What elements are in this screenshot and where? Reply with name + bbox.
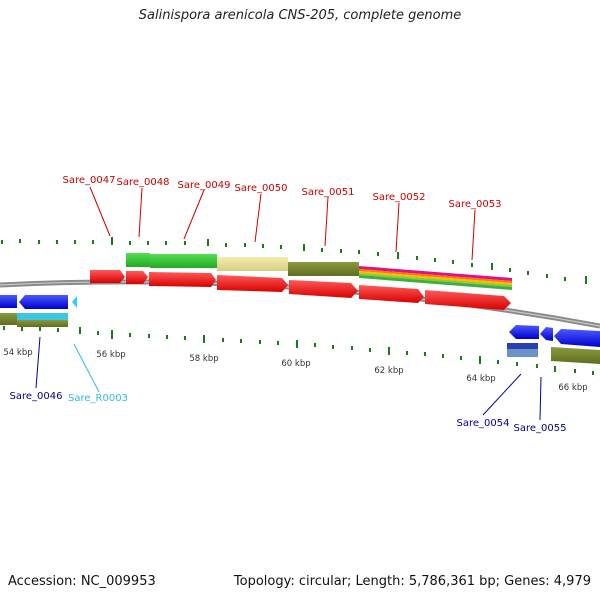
forward-genes <box>90 270 511 310</box>
cog-bar-0050 <box>217 257 288 271</box>
gene-label: Sare_0047 <box>63 175 116 186</box>
genome-summary-text: Topology: circular; Length: 5,786,361 bp… <box>233 574 591 589</box>
gene-arrow-0050 <box>217 275 288 292</box>
scale-label: 58 kbp <box>189 354 218 364</box>
cog-bar-0051 <box>288 262 359 276</box>
cog-bar-0049 <box>150 254 217 268</box>
gene-labels-bottom: Sare_0046 Sare_R0003 Sare_0054 Sare_0055 <box>10 391 567 434</box>
scale-label: 62 kbp <box>374 366 403 376</box>
gene-label: Sare_0052 <box>373 192 426 203</box>
reverse-genes-right <box>507 325 600 364</box>
cog-bar-0046 <box>17 320 68 327</box>
scale-label: 56 kbp <box>96 350 125 360</box>
gene-arrow-0055 <box>540 327 553 341</box>
inner-tick-ring <box>3 326 594 375</box>
gene-arrow-0047 <box>90 270 125 283</box>
gene-arrow-0056 <box>554 329 600 347</box>
gene-label: Sare_0050 <box>235 183 288 194</box>
cog-bar-0053-multicolor <box>359 266 512 290</box>
gene-label: Sare_0051 <box>302 187 355 198</box>
reverse-genes-left <box>0 295 77 327</box>
map-title: Salinispora arenicola CNS-205, complete … <box>138 8 462 23</box>
gene-label: Sare_0049 <box>178 180 231 191</box>
cog-bar-0056 <box>551 347 600 364</box>
cog-bar-0048 <box>126 253 150 267</box>
scale-label: 60 kbp <box>281 359 310 369</box>
gene-arrow-0046 <box>19 295 68 309</box>
cog-bar-0045 <box>0 313 17 325</box>
gene-label: Sare_0055 <box>514 423 567 434</box>
gene-arrow-0052 <box>359 285 424 303</box>
gene-labels-top: Sare_0047 Sare_0048 Sare_0049 Sare_0050 … <box>63 175 502 210</box>
gene-arrow-0051 <box>289 280 358 298</box>
gene-label: Sare_0046 <box>10 391 63 402</box>
rna-arrow-r0003 <box>72 296 77 308</box>
gene-arrow-0053 <box>425 290 511 310</box>
scale-label: 66 kbp <box>558 383 587 393</box>
gene-arrow-0045 <box>0 295 17 308</box>
gene-label: Sare_0054 <box>457 418 510 429</box>
rna-bar-r0003 <box>17 313 68 320</box>
scale-label: 54 kbp <box>3 348 32 358</box>
gene-label: Sare_0048 <box>117 177 170 188</box>
scale-labels: 54 kbp 56 kbp 58 kbp 60 kbp 62 kbp 64 kb… <box>3 348 587 393</box>
gene-label: Sare_R0003 <box>68 393 128 404</box>
gene-arrow-0054 <box>509 325 539 339</box>
cog-bar-0054-top <box>507 343 538 349</box>
label-leaders <box>35 186 542 421</box>
cog-bar-0054-bottom <box>507 349 538 357</box>
accession-text: Accession: NC_009953 <box>8 574 156 589</box>
cog-bars-forward <box>126 253 512 290</box>
gene-label: Sare_0053 <box>449 199 502 210</box>
outer-tick-ring <box>1 237 587 284</box>
gene-arrow-0049 <box>149 272 216 287</box>
gene-arrow-0048 <box>126 271 148 284</box>
scale-label: 64 kbp <box>466 374 495 384</box>
